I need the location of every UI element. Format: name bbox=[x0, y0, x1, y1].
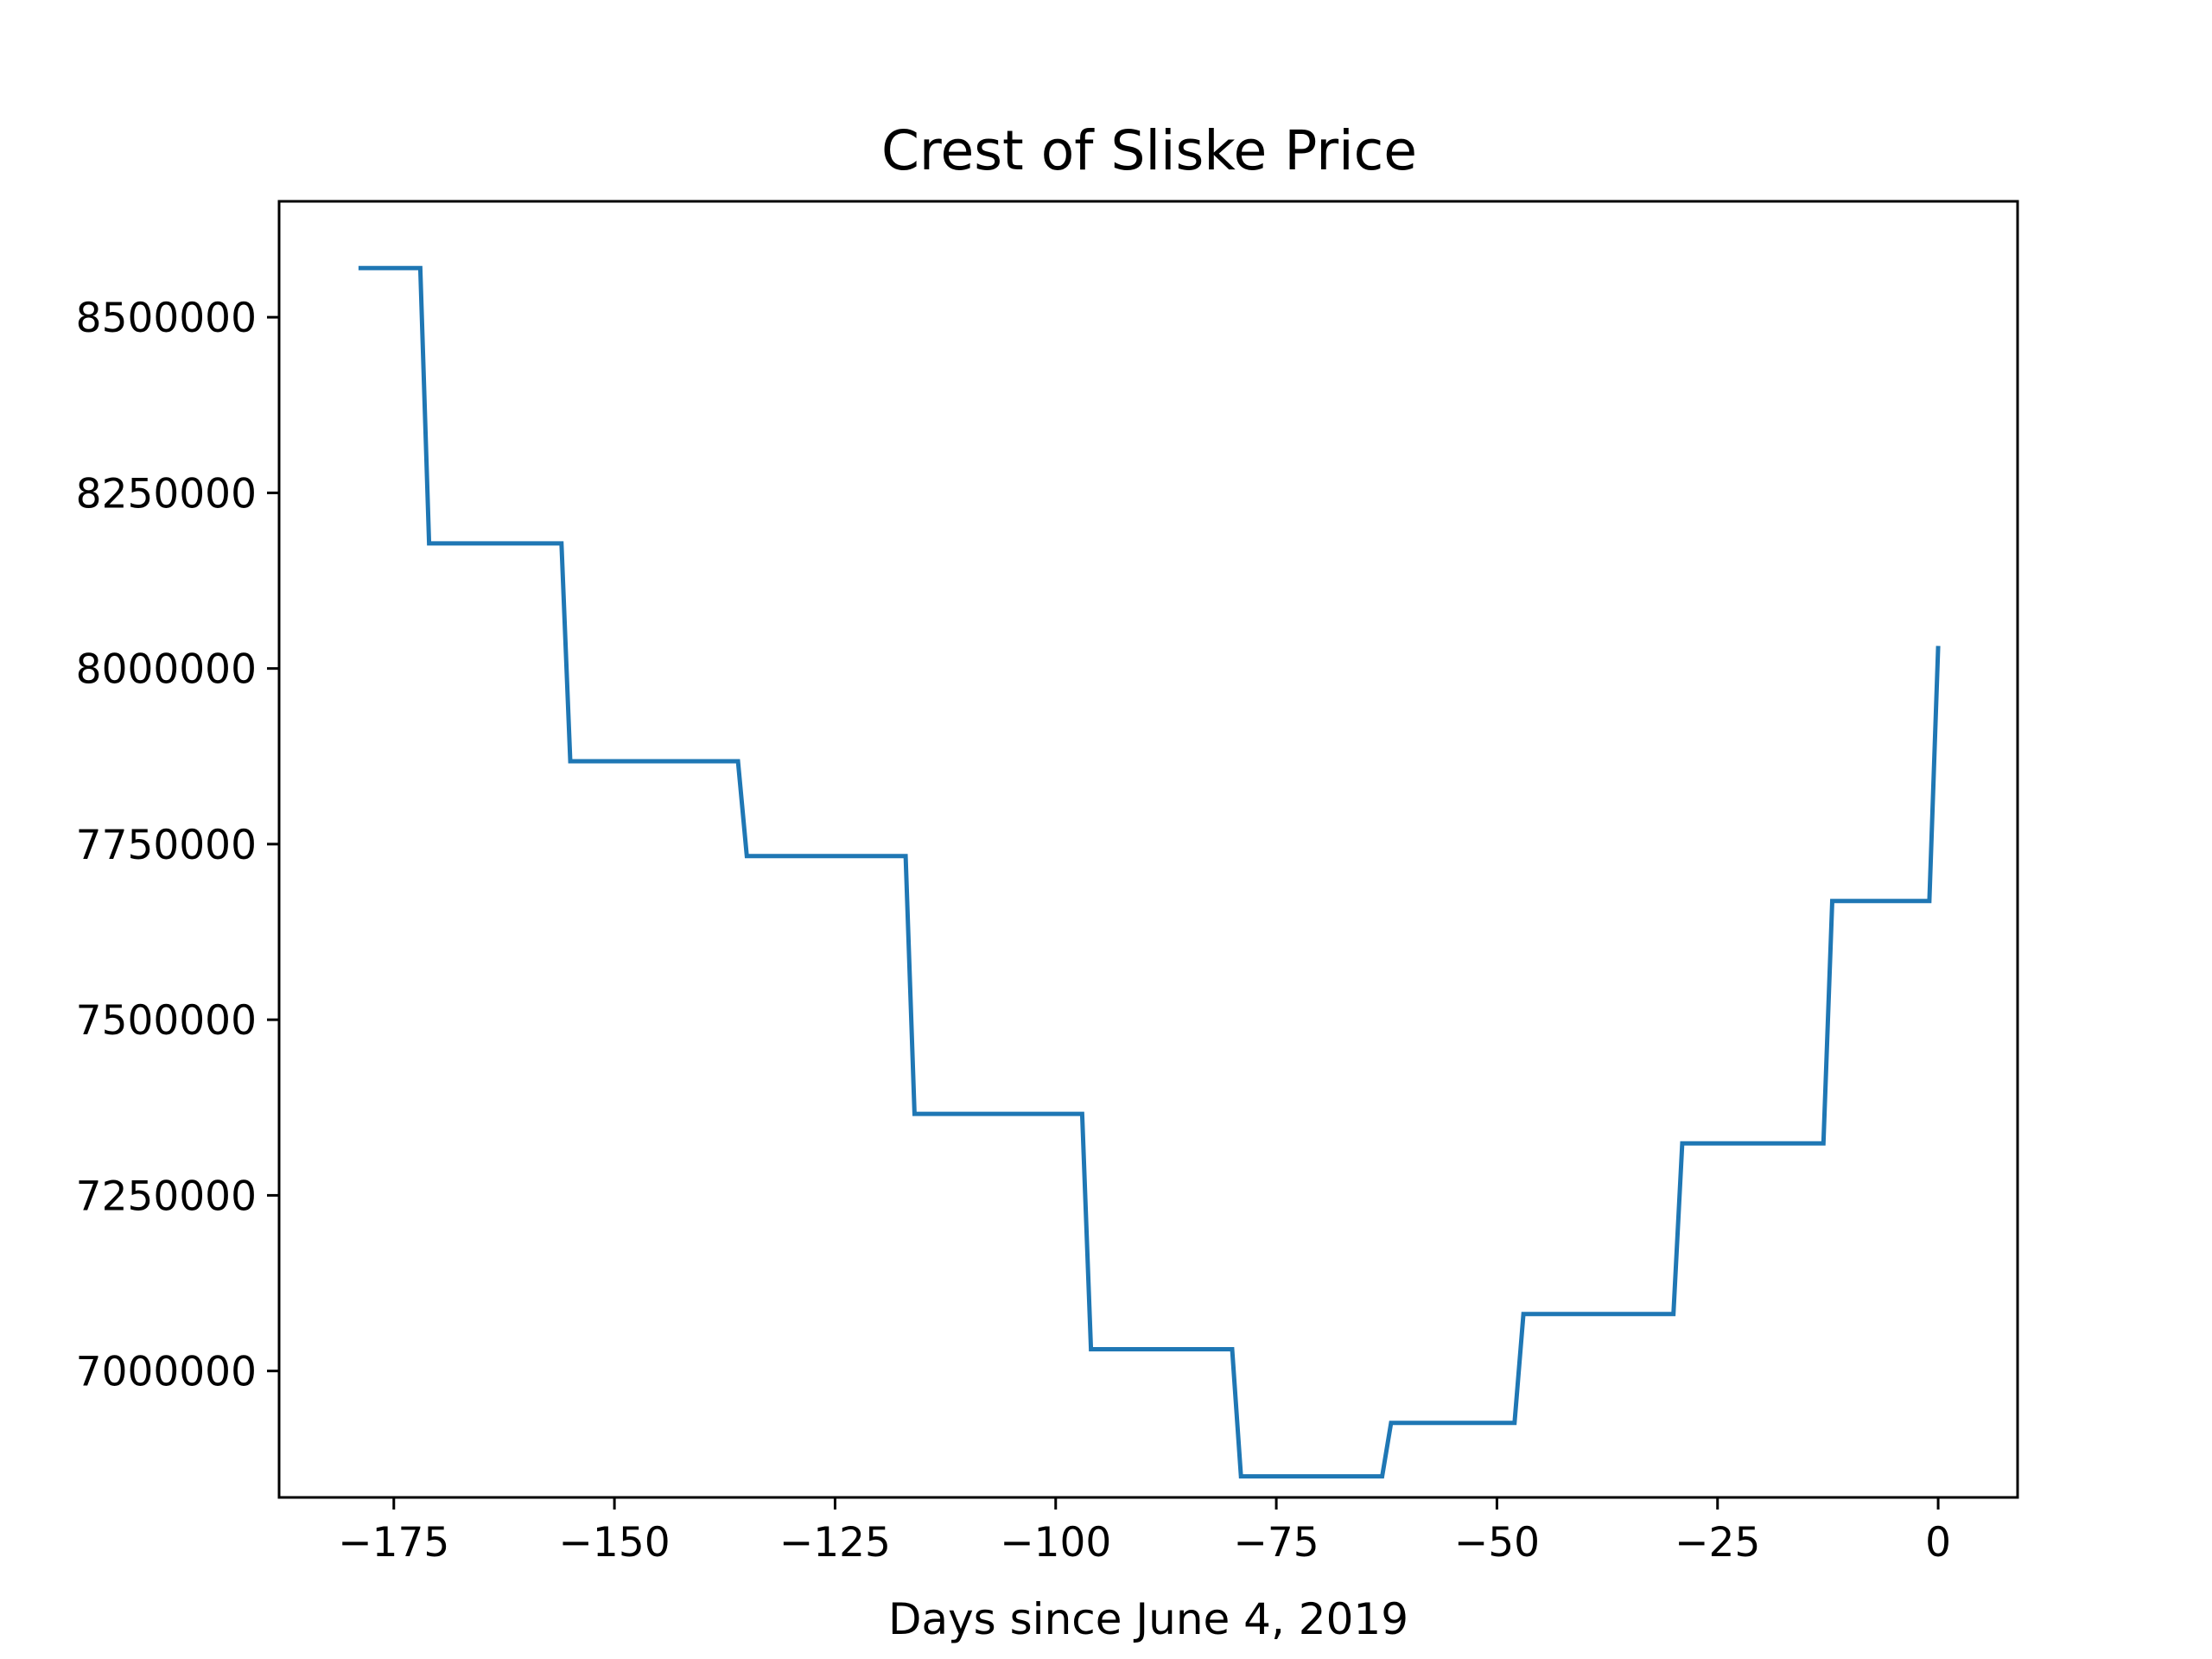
x-tick-label: −75 bbox=[1233, 1519, 1319, 1567]
series-line-0 bbox=[358, 265, 1941, 1479]
y-tick-label: 7000000 bbox=[76, 1349, 257, 1396]
y-tick-label: 7750000 bbox=[76, 822, 257, 869]
x-tick-label: −150 bbox=[559, 1519, 671, 1567]
y-tick-label: 8000000 bbox=[76, 646, 257, 694]
y-tick-label: 7500000 bbox=[76, 997, 257, 1045]
x-axis-title: Days since June 4, 2019 bbox=[888, 1594, 1408, 1644]
x-tick-label: −175 bbox=[338, 1519, 449, 1567]
x-tick-label: −125 bbox=[779, 1519, 891, 1567]
x-tick-label: −50 bbox=[1454, 1519, 1540, 1567]
x-tick-label: −100 bbox=[1000, 1519, 1111, 1567]
x-tick-label: −25 bbox=[1675, 1519, 1760, 1567]
x-tick-label: 0 bbox=[1925, 1519, 1951, 1567]
plot-area-frame bbox=[277, 200, 2019, 1499]
x-axis-ticks: −175 −150 −125 −100 −75 −50 −25 0 bbox=[338, 1497, 1951, 1567]
series-layer bbox=[358, 265, 1941, 1479]
y-tick-label: 7250000 bbox=[76, 1173, 257, 1220]
y-tick-label: 8250000 bbox=[76, 470, 257, 518]
y-axis-ticks: 7000000 7250000 7500000 7750000 8000000 82500… bbox=[76, 295, 279, 1396]
y-tick-label: 8500000 bbox=[76, 295, 257, 342]
chart-title: Crest of Sliske Price bbox=[881, 119, 1417, 182]
